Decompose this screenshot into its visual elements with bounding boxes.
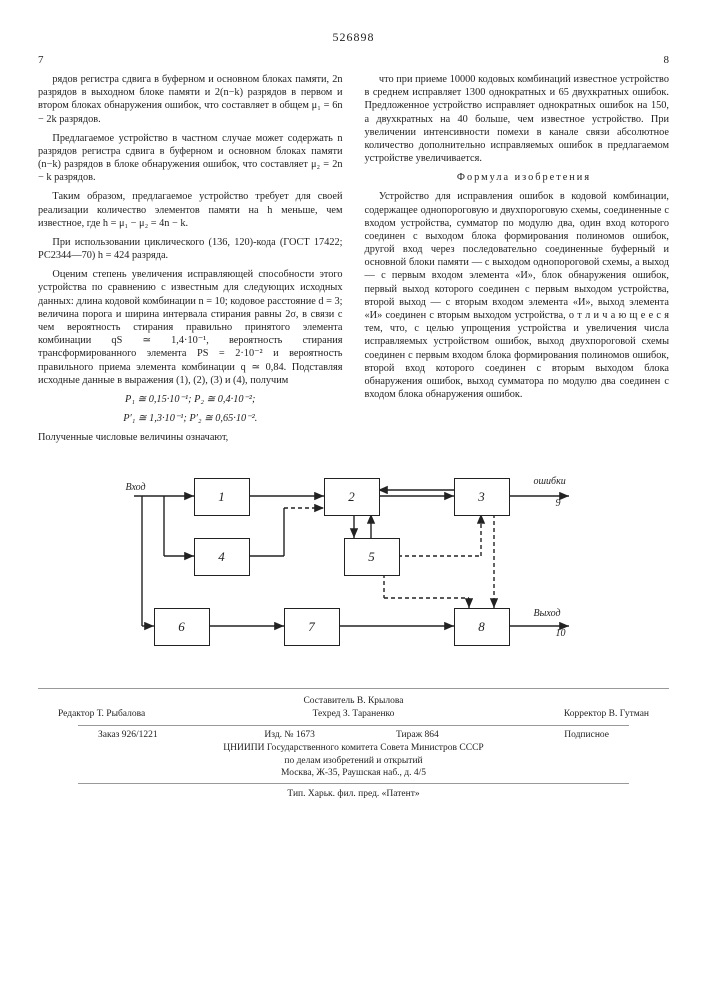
editor: Редактор Т. Рыбалова <box>58 708 255 721</box>
diagram-block-6: 6 <box>154 608 210 646</box>
claims-title: Формула изобретения <box>365 171 670 184</box>
error-output-label: ошибки <box>534 476 566 487</box>
right-column: 8 что при приеме 10000 кодовых комбинаци… <box>365 53 670 401</box>
diagram-block-3: 3 <box>454 478 510 516</box>
left-column: 7 рядов регистра сдвига в буферном и осн… <box>38 53 343 450</box>
diagram-block-4: 4 <box>194 538 250 576</box>
block-diagram: Вход ошибки 9 Выход 10 1 2 3 4 5 6 7 8 <box>124 468 584 678</box>
diagram-block-2: 2 <box>324 478 380 516</box>
printer-line: Тип. Харьк. фил. пред. «Патент» <box>38 788 669 801</box>
diagram-block-1: 1 <box>194 478 250 516</box>
diagram-block-5: 5 <box>344 538 400 576</box>
patent-page: 526898 7 рядов регистра сдвига в буферно… <box>0 0 707 811</box>
print-run: Тираж 864 <box>354 729 482 742</box>
diagram-block-7: 7 <box>284 608 340 646</box>
subscription: Подписное <box>481 729 609 742</box>
input-label: Вход <box>126 482 146 493</box>
paragraph: что при приеме 10000 кодовых комбинаций … <box>365 73 670 165</box>
diagram-block-8: 8 <box>454 608 510 646</box>
paragraph: Устройство для исправления ошибок в кодо… <box>365 190 670 401</box>
equation: P′₁ ≅ 1,3·10⁻¹; P′₂ ≅ 0,65·10⁻². <box>38 412 343 425</box>
output-label: Выход <box>534 608 561 619</box>
paragraph: При использовании циклического (136, 120… <box>38 236 343 262</box>
credits-row: Редактор Т. Рыбалова Техред З. Тараненко… <box>38 708 669 721</box>
tech-editor: Техред З. Тараненко <box>255 708 452 721</box>
imprint-footer: Составитель В. Крылова Редактор Т. Рыбал… <box>38 688 669 801</box>
compiler-line: Составитель В. Крылова <box>38 695 669 708</box>
output-num: 9 <box>556 498 561 509</box>
document-number: 526898 <box>38 30 669 45</box>
print-info: Заказ 926/1221 Изд. № 1673 Тираж 864 Под… <box>78 725 629 784</box>
edition: Изд. № 1673 <box>226 729 354 742</box>
equation: P₁ ≅ 0,15·10⁻¹; P₂ ≅ 0,4·10⁻²; <box>38 393 343 406</box>
corrector: Корректор В. Гутман <box>452 708 649 721</box>
paragraph: Полученные числовые величины означают, <box>38 431 343 444</box>
page-number-left: 7 <box>38 53 343 67</box>
output-num: 10 <box>556 628 566 639</box>
text-columns: 7 рядов регистра сдвига в буферном и осн… <box>38 53 669 450</box>
org-line: ЦНИИПИ Государственного комитета Совета … <box>78 742 629 755</box>
org-line: по делам изобретений и открытий <box>78 755 629 768</box>
page-number-right: 8 <box>365 53 670 67</box>
order-no: Заказ 926/1221 <box>98 729 226 742</box>
paragraph: рядов регистра сдвига в буферном и основ… <box>38 73 343 126</box>
paragraph: Оценим степень увеличения исправляющей с… <box>38 268 343 387</box>
paragraph: Таким образом, предлагаемое устройство т… <box>38 190 343 230</box>
address: Москва, Ж-35, Раушская наб., д. 4/5 <box>78 767 629 780</box>
paragraph: Предлагаемое устройство в частном случае… <box>38 132 343 185</box>
